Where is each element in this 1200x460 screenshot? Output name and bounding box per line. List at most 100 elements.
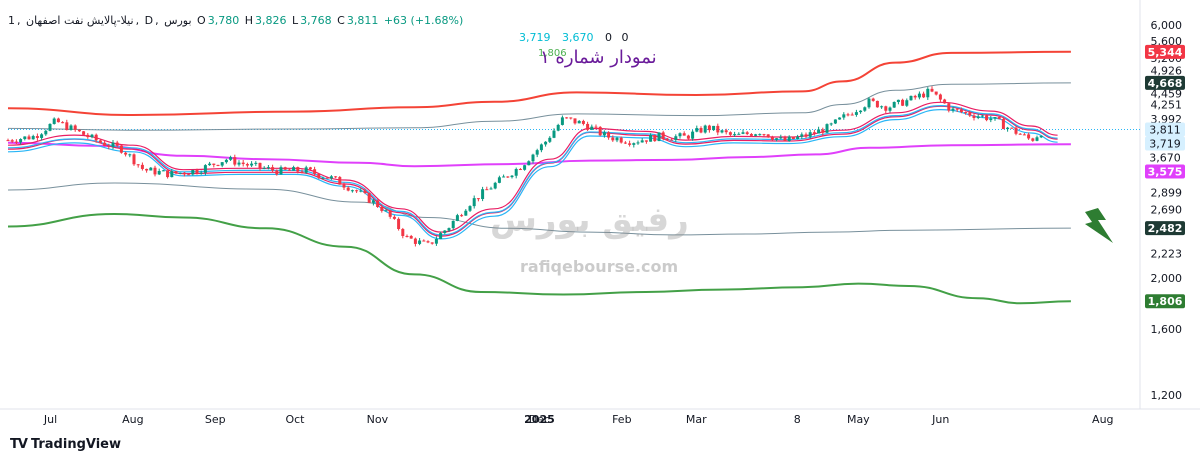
- candle-body: [220, 162, 224, 166]
- candle-body: [56, 118, 60, 123]
- candle-body: [611, 137, 615, 141]
- y-tick-label: 6,000: [1151, 19, 1183, 32]
- candle-body: [73, 125, 77, 130]
- candle-body: [237, 162, 241, 165]
- candle-body: [598, 126, 602, 136]
- price-badge: [1145, 75, 1185, 90]
- candle-body: [560, 117, 564, 125]
- candle-body: [959, 109, 963, 113]
- symbol-header: 1, نیلا-پالایش نفت اصفهان, D, بورس O 3,78…: [8, 14, 464, 27]
- candle-body: [363, 190, 367, 193]
- candle-body: [922, 93, 926, 98]
- symbol-count: 1: [8, 14, 15, 27]
- candle-body: [565, 117, 569, 119]
- candle-body: [724, 130, 728, 133]
- candle-body: [44, 130, 48, 135]
- candle-body: [615, 137, 619, 141]
- candle-body: [321, 177, 325, 179]
- candle-body: [787, 136, 791, 142]
- candle-body: [132, 154, 136, 165]
- candle-body: [972, 115, 976, 118]
- candle-body: [901, 99, 905, 106]
- candle-body: [775, 138, 779, 140]
- y-tick-label: 4,251: [1151, 98, 1183, 111]
- candle-body: [951, 108, 955, 111]
- candle-body: [145, 168, 149, 171]
- symbol-name[interactable]: نیلا-پالایش نفت اصفهان: [26, 14, 134, 27]
- candle-body: [502, 176, 506, 178]
- indicator-value-4: 0: [621, 31, 629, 44]
- candle-body: [355, 190, 359, 192]
- x-tick-label: Aug: [1092, 413, 1113, 426]
- candle-body: [271, 167, 275, 171]
- candle-body: [581, 120, 585, 124]
- candle-body: [434, 238, 438, 244]
- tradingview-logo[interactable]: TV TradingView: [10, 437, 121, 452]
- candle-body: [867, 98, 871, 108]
- price-badge-label: 3,719: [1149, 138, 1181, 151]
- x-tick-label: Dec: [529, 413, 550, 426]
- candle-body: [699, 128, 703, 133]
- candle-body: [61, 122, 65, 124]
- candle-body: [397, 218, 401, 230]
- candle-body: [250, 163, 254, 166]
- candle-body: [657, 132, 661, 142]
- x-tick-label: May: [847, 413, 870, 426]
- price-badge: [1145, 122, 1185, 137]
- candle-body: [728, 132, 732, 135]
- candle-body: [859, 110, 863, 113]
- candle-body: [262, 167, 266, 169]
- candle-body: [821, 129, 825, 133]
- price-badge: [1145, 221, 1185, 236]
- candle-body: [544, 141, 548, 145]
- close-value: 3,811: [346, 14, 379, 27]
- candle-body: [691, 131, 695, 139]
- candle-body: [934, 91, 938, 95]
- y-tick-label: 2,690: [1151, 204, 1183, 217]
- tradingview-logo-text: TradingView: [30, 437, 121, 452]
- candle-body: [838, 117, 842, 120]
- candle-body: [754, 134, 758, 136]
- y-tick-label: 1,200: [1151, 389, 1183, 402]
- candle-body: [439, 233, 443, 239]
- x-tick-label: 2025: [524, 413, 555, 426]
- candle-body: [741, 132, 745, 134]
- candle-body: [833, 119, 837, 124]
- candle-body: [342, 184, 346, 188]
- candle-body: [216, 164, 220, 166]
- candle-body: [178, 172, 182, 174]
- candle-body: [649, 134, 653, 142]
- candle-body: [90, 134, 94, 138]
- candle-body: [245, 164, 249, 166]
- candle-body: [842, 114, 846, 118]
- symbol-interval[interactable]: D: [144, 14, 154, 27]
- candle-body: [94, 134, 98, 141]
- candle-body: [367, 192, 371, 203]
- candle-body: [964, 112, 968, 114]
- candle-body: [35, 136, 39, 138]
- candle-body: [308, 167, 312, 170]
- candle-body: [451, 220, 455, 229]
- candle-body: [384, 210, 388, 212]
- candle-body: [346, 187, 350, 191]
- candle-body: [65, 122, 69, 130]
- symbol-exchange: بورس: [164, 14, 192, 27]
- candle-body: [161, 170, 165, 172]
- candle-body: [720, 130, 724, 133]
- candle-body: [510, 175, 514, 178]
- candle-body: [997, 117, 1001, 120]
- candle-body: [926, 88, 930, 98]
- candle-body: [573, 118, 577, 124]
- candle-body: [880, 106, 884, 108]
- candle-body: [300, 171, 304, 173]
- candle-body: [6, 140, 10, 142]
- candle-body: [313, 169, 317, 174]
- candle-body: [229, 157, 233, 160]
- candle-body: [350, 190, 354, 192]
- candle-body: [376, 200, 380, 208]
- candle-body: [443, 230, 447, 234]
- y-tick-label: 4,459: [1151, 87, 1183, 100]
- indicator-value-5: 1,806: [538, 48, 567, 59]
- candle-body: [455, 215, 459, 221]
